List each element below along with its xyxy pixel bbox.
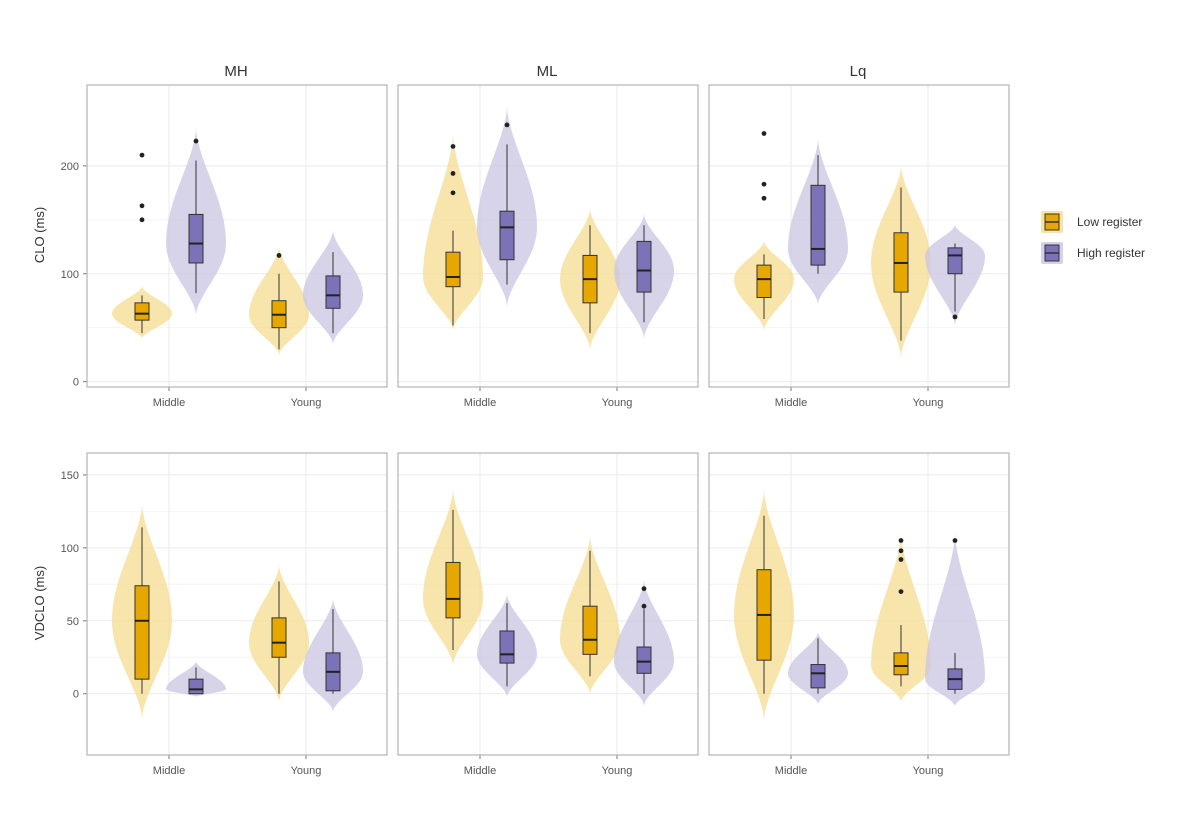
outlier-point-young-low-register bbox=[898, 557, 904, 562]
outlier-point-middle-low-register bbox=[761, 131, 767, 136]
y-tick-label: 100 bbox=[61, 269, 79, 281]
box-young-low-register bbox=[271, 617, 287, 658]
box-young-high-register bbox=[636, 240, 652, 293]
y-tick-label: 0 bbox=[73, 377, 79, 389]
panel-border bbox=[86, 452, 388, 756]
outlier-point-middle-low-register bbox=[450, 171, 456, 176]
x-tick-label-middle: Middle bbox=[153, 765, 185, 777]
x-tick-label-young: Young bbox=[291, 397, 322, 409]
box-young-high-register bbox=[325, 275, 341, 309]
outlier-point-middle-low-register bbox=[450, 144, 456, 149]
x-tick-label-young: Young bbox=[291, 765, 322, 777]
outlier-point-middle-low-register bbox=[761, 195, 767, 201]
box-middle-low-register bbox=[756, 264, 772, 298]
box-middle-low-register bbox=[445, 251, 461, 288]
panel-clo-ms--lq: Middle Young bbox=[708, 84, 1010, 409]
box-middle-low-register bbox=[445, 561, 461, 619]
x-tick-label-young: Young bbox=[913, 765, 944, 777]
panel-border bbox=[708, 84, 1010, 388]
outlier-point-middle-high-register bbox=[193, 138, 199, 144]
legend: Low register High register bbox=[1041, 211, 1145, 264]
panel-border bbox=[397, 84, 699, 388]
box-middle-high-register bbox=[499, 630, 515, 664]
outlier-point-middle-low-register bbox=[450, 190, 456, 196]
x-tick-label-young: Young bbox=[913, 397, 944, 409]
outlier-point-young-low-register bbox=[276, 253, 282, 258]
legend-label-high-register: High register bbox=[1077, 246, 1145, 260]
y-tick-label: 0 bbox=[73, 689, 79, 701]
outlier-point-middle-low-register bbox=[139, 217, 145, 223]
violin-young-high-register bbox=[925, 533, 985, 706]
violin-young-low-register bbox=[871, 533, 931, 701]
panel-border bbox=[86, 84, 388, 388]
legend-label-low-register: Low register bbox=[1077, 215, 1142, 229]
x-tick-label-young: Young bbox=[602, 765, 633, 777]
box-middle-high-register bbox=[810, 664, 826, 689]
panel-background bbox=[87, 85, 387, 387]
box-young-high-register bbox=[947, 247, 963, 275]
box-young-low-register bbox=[582, 605, 598, 655]
y-tick-label: 100 bbox=[61, 543, 79, 555]
y-tick-label: 150 bbox=[61, 470, 79, 482]
x-tick-label-middle: Middle bbox=[464, 397, 496, 409]
outlier-point-middle-low-register bbox=[139, 152, 145, 158]
box-middle-high-register bbox=[810, 184, 826, 266]
box-middle-low-register bbox=[134, 302, 150, 321]
y-axis-label-vdclo: VDCLO (ms) bbox=[32, 566, 47, 640]
panel-vdclo-ms--mh: Middle Young bbox=[86, 452, 388, 777]
panel-border bbox=[708, 452, 1010, 756]
outlier-point-young-low-register bbox=[898, 538, 904, 543]
y-tick-label: 200 bbox=[61, 161, 79, 173]
outlier-point-young-low-register bbox=[898, 589, 904, 594]
x-tick-label-middle: Middle bbox=[775, 397, 807, 409]
x-tick-label-middle: Middle bbox=[775, 765, 807, 777]
panel-border bbox=[397, 452, 699, 756]
box-middle-high-register bbox=[188, 678, 204, 695]
x-tick-label-middle: Middle bbox=[464, 765, 496, 777]
x-tick-label-middle: Middle bbox=[153, 397, 185, 409]
outlier-point-middle-low-register bbox=[139, 203, 145, 209]
panel-vdclo-ms--lq: Middle Young bbox=[708, 452, 1010, 777]
outlier-point-young-high-register bbox=[641, 603, 647, 609]
panels: 0 100 200 Middle Young Middle Young Middle Young… bbox=[61, 84, 1010, 777]
box-middle-low-register bbox=[134, 585, 150, 680]
panel-clo-ms--ml: Middle Young bbox=[397, 84, 699, 409]
outlier-point-middle-low-register bbox=[761, 181, 767, 187]
outlier-point-young-high-register bbox=[641, 586, 647, 592]
outlier-point-young-low-register bbox=[898, 548, 904, 554]
box-young-high-register bbox=[636, 646, 652, 674]
y-tick-label: 50 bbox=[67, 616, 79, 628]
facet-label-ml: ML bbox=[537, 63, 558, 80]
outlier-point-middle-high-register bbox=[504, 122, 510, 128]
facet-label-mh: MH bbox=[224, 63, 247, 80]
outlier-point-young-high-register bbox=[952, 314, 958, 320]
panel-vdclo-ms--ml: Middle Young bbox=[397, 452, 699, 777]
y-axis-label-clo: CLO (ms) bbox=[32, 207, 47, 263]
box-young-low-register bbox=[893, 652, 909, 676]
panel-clo-ms--mh: Middle Young bbox=[86, 84, 388, 409]
x-tick-label-young: Young bbox=[602, 397, 633, 409]
box-middle-high-register bbox=[499, 210, 515, 261]
box-middle-high-register bbox=[188, 213, 204, 264]
outlier-point-young-high-register bbox=[952, 538, 958, 543]
facet-label-lq: Lq bbox=[850, 63, 867, 80]
